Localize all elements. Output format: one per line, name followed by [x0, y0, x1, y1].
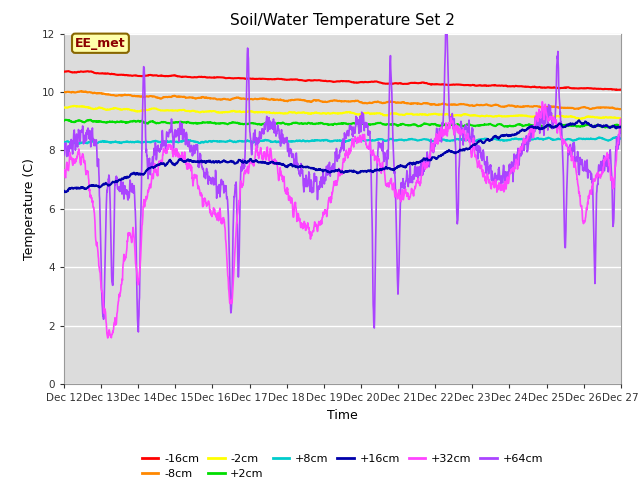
- Title: Soil/Water Temperature Set 2: Soil/Water Temperature Set 2: [230, 13, 455, 28]
- Legend: -16cm, -8cm, -2cm, +2cm, +8cm, +16cm, +32cm, +64cm: -16cm, -8cm, -2cm, +2cm, +8cm, +16cm, +3…: [138, 449, 547, 480]
- Text: EE_met: EE_met: [75, 37, 126, 50]
- X-axis label: Time: Time: [327, 408, 358, 421]
- Y-axis label: Temperature (C): Temperature (C): [23, 158, 36, 260]
